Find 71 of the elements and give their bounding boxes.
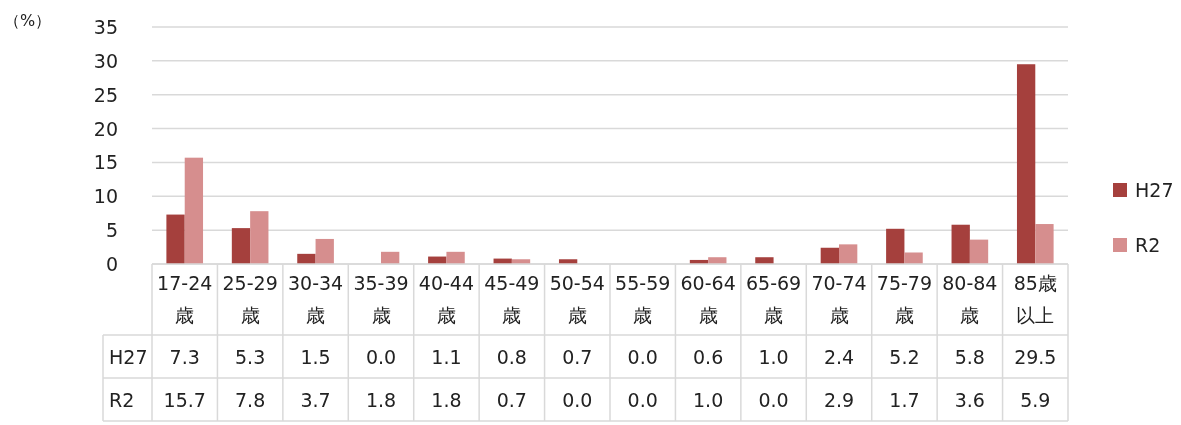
x-tick-label: 65-69歳: [745, 272, 802, 326]
text: R2: [109, 388, 135, 411]
y-tick-label: 35: [93, 16, 118, 38]
data-label: 1.8: [431, 388, 462, 411]
legend-label: H27: [1135, 179, 1174, 201]
x-tick-label: 60-64歳: [680, 272, 736, 326]
data-label: 0.0: [627, 345, 658, 368]
bar: [166, 214, 185, 264]
x-tick-label: 35-39歳: [353, 272, 409, 326]
x-tick-label: 40-44歳: [418, 272, 475, 326]
y-tick-label: 25: [93, 83, 118, 106]
data-label: 7.8: [235, 388, 266, 411]
data-label: 1.0: [693, 388, 724, 411]
data-label: 1.5: [300, 345, 331, 368]
x-tick-label: 50-54歳: [549, 272, 605, 326]
data-label: 1.1: [431, 345, 462, 368]
bar: [839, 244, 858, 264]
bar: [951, 224, 970, 264]
x-tick-label: 85歳以上: [1013, 272, 1057, 326]
data-label: 0.7: [562, 345, 593, 368]
x-tick-label: 55-59歳: [615, 272, 671, 326]
data-label: 1.0: [758, 345, 789, 368]
data-label: 5.2: [889, 345, 920, 368]
x-tick-label: 30-34歳: [287, 272, 344, 326]
bar: [184, 157, 204, 264]
bar: [969, 239, 989, 264]
data-label: 0.0: [627, 388, 658, 411]
y-tick-label: 10: [93, 185, 118, 208]
bar: [820, 247, 839, 264]
data-label: 7.3: [169, 345, 200, 368]
bar: [446, 251, 465, 264]
data-label: 0.7: [496, 388, 527, 411]
bar: [886, 228, 905, 264]
data-label: 5.9: [1020, 388, 1051, 411]
bar: [250, 211, 269, 264]
data-label: 1.8: [365, 388, 397, 411]
data-label: 1.7: [889, 388, 920, 411]
y-tick-label: 15: [93, 151, 118, 174]
data-label: 15.7: [163, 388, 206, 411]
data-label: 2.9: [823, 388, 855, 411]
x-tick-label: 17-24歳: [157, 272, 213, 326]
y-tick-label: 5: [105, 219, 118, 242]
bar: [315, 238, 334, 264]
data-label: 0.0: [562, 388, 593, 411]
y-tick-label: 20: [93, 117, 118, 140]
y-tick-label: 30: [93, 49, 118, 72]
text: H27: [109, 345, 148, 368]
bar: [231, 228, 251, 264]
y-axis-title: （%）: [4, 11, 52, 30]
y-tick-label: 0: [105, 253, 118, 275]
x-tick-label: 45-49歳: [484, 272, 540, 326]
data-label: 29.5: [1014, 345, 1057, 368]
data-label: 2.4: [823, 345, 855, 368]
x-tick-label: 80-84歳: [942, 272, 998, 326]
data-label: 5.8: [954, 345, 985, 368]
bar: [1016, 64, 1036, 264]
bar: [297, 253, 316, 264]
data-label: 3.6: [954, 388, 985, 411]
data-label: 0.8: [496, 345, 527, 368]
legend-label: R2: [1135, 234, 1161, 256]
bar: [904, 252, 923, 264]
data-label: 0.0: [365, 345, 397, 368]
data-label: 0.0: [758, 388, 789, 411]
data-label: 5.3: [235, 345, 266, 368]
x-tick-label: 25-29歳: [222, 272, 278, 326]
bar: [1035, 224, 1054, 264]
bar: [755, 257, 774, 264]
x-tick-label: 75-79歳: [876, 272, 933, 326]
data-label: 0.6: [693, 345, 724, 368]
x-tick-label: 70-74歳: [811, 272, 867, 326]
data-label: 3.7: [300, 388, 331, 411]
